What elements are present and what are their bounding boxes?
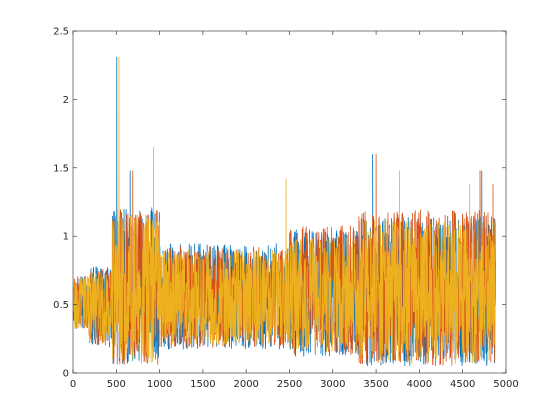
x-tick-label: 1500 xyxy=(190,379,215,390)
x-tick-label: 3000 xyxy=(320,379,345,390)
y-tick-label: 0 xyxy=(63,369,69,380)
y-tick-label: 2.5 xyxy=(53,27,69,38)
x-tick-label: 1000 xyxy=(147,379,172,390)
x-tick-label: 500 xyxy=(107,379,126,390)
series-line-3 xyxy=(73,56,496,365)
x-tick-label: 2500 xyxy=(277,379,302,390)
axis-ticks: 0 500 1000 1500 2000 2500 3000 3500 4000 4500 5000… xyxy=(53,27,519,391)
x-tick-label: 0 xyxy=(70,379,76,390)
x-tick-label: 2000 xyxy=(233,379,258,390)
y-tick-label: 2 xyxy=(63,95,69,106)
series-layer xyxy=(73,56,496,367)
x-tick-label: 5000 xyxy=(493,379,518,390)
y-tick-label: 1.5 xyxy=(53,163,69,174)
x-tick-label: 4000 xyxy=(407,379,432,390)
y-tick-label: 1 xyxy=(63,232,69,243)
x-tick-label: 4500 xyxy=(450,379,475,390)
x-tick-label: 3500 xyxy=(363,379,388,390)
y-tick-label: 0.5 xyxy=(53,300,69,311)
